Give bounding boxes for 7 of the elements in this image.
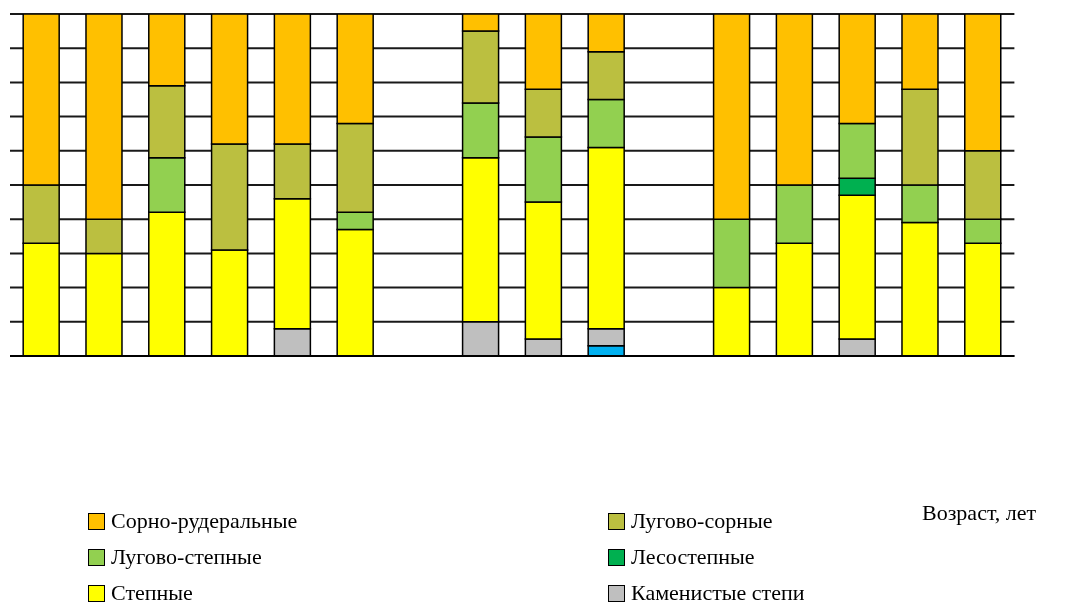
legend-label: Сорно-рудеральные xyxy=(111,508,298,534)
legend-label: Степные xyxy=(111,580,193,606)
legend-label: Лесостепные xyxy=(631,544,755,570)
legend-label: Каменистые степи xyxy=(631,580,805,606)
legend-label: Лугово-сорные xyxy=(631,508,773,534)
x-axis-title: Возраст, лет xyxy=(922,500,1037,526)
legend-label: Лугово-степные xyxy=(111,544,262,570)
